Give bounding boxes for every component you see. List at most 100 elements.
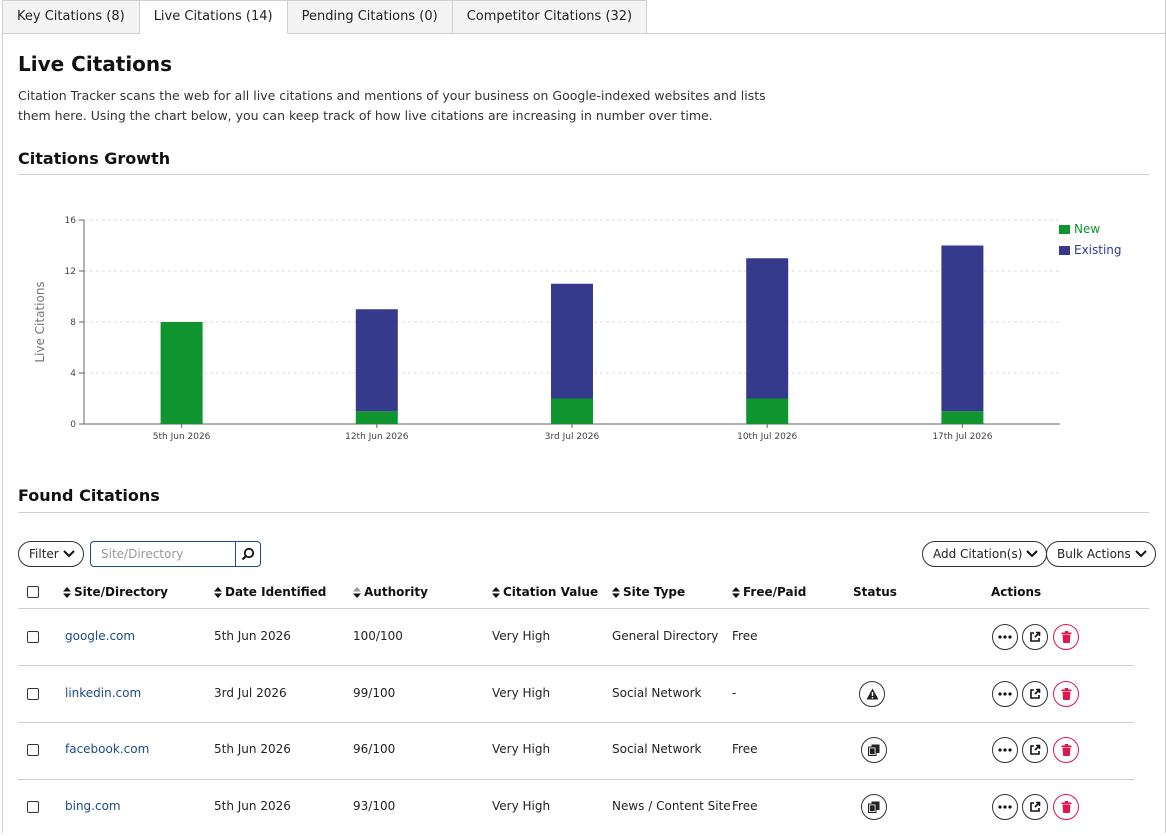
more-options-button[interactable] (992, 737, 1018, 763)
date-identified: 5th Jun 2026 (214, 799, 291, 813)
sort-icon (612, 586, 620, 598)
sort-icon (214, 586, 222, 598)
status-copy[interactable] (861, 737, 887, 763)
legend-new-label: New (1074, 222, 1101, 236)
open-external-button[interactable] (1022, 794, 1048, 820)
select-all-checkbox[interactable] (27, 586, 39, 598)
citation-value: Very High (492, 742, 551, 756)
site-link[interactable]: bing.com (65, 799, 121, 813)
row-checkbox[interactable] (27, 688, 39, 700)
legend-new-swatch (1059, 225, 1070, 234)
header-authority[interactable]: Authority (353, 585, 428, 599)
header-free-paid[interactable]: Free/Paid (732, 585, 806, 599)
page-description: Citation Tracker scans the web for all l… (18, 88, 766, 123)
open-external-button[interactable] (1022, 624, 1048, 650)
table-header: Site/Directory Date Identified Authority… (18, 580, 1149, 609)
external-link-icon (1030, 688, 1041, 699)
chevron-down-icon (1026, 550, 1039, 558)
y-tick-label: 8 (70, 318, 76, 328)
citations-growth-chart: 0 4 8 12 16 Live Citations 5th Jun 2026 12th Ju… (33, 216, 1060, 442)
search-button[interactable] (235, 541, 261, 567)
trash-icon (1061, 801, 1071, 813)
header-citation-value-label: Citation Value (503, 585, 599, 599)
status-warning[interactable] (859, 681, 885, 707)
legend-existing: Existing (1059, 243, 1122, 257)
header-authority-label: Authority (364, 585, 428, 599)
site-link[interactable]: google.com (65, 629, 136, 643)
header-site-type-label: Site Type (623, 585, 686, 599)
authority: 96/100 (353, 742, 396, 756)
tab-pending-citations[interactable]: Pending Citations (0) (287, 0, 453, 34)
row-checkbox[interactable] (27, 801, 39, 813)
delete-button[interactable] (1053, 681, 1079, 707)
free-paid: Free (732, 799, 758, 813)
found-divider (18, 512, 1149, 513)
date-identified: 5th Jun 2026 (214, 629, 291, 643)
open-external-button[interactable] (1022, 737, 1048, 763)
sort-icon (63, 586, 71, 598)
header-free-paid-label: Free/Paid (743, 585, 807, 599)
x-tick-label: 10th Jul 2026 (737, 432, 797, 442)
header-citation-value[interactable]: Citation Value (492, 585, 598, 599)
more-options-button[interactable] (992, 681, 1018, 707)
date-identified: 3rd Jul 2026 (214, 686, 287, 700)
site-type: Social Network (612, 686, 702, 700)
site-link[interactable]: facebook.com (65, 742, 150, 756)
x-tick-label: 5th Jun 2026 (153, 432, 211, 442)
bar-new (941, 411, 984, 424)
tab-key-citations[interactable]: Key Citations (8) (2, 0, 140, 34)
site-directory-search-input[interactable] (90, 541, 236, 567)
free-paid: Free (732, 742, 758, 756)
table-row: facebook.com 5th Jun 2026 96/100 Very Hi… (18, 723, 1134, 780)
open-external-button[interactable] (1022, 681, 1048, 707)
legend-existing-label: Existing (1074, 243, 1122, 257)
bulk-actions-label: Bulk Actions (1057, 547, 1131, 561)
delete-button[interactable] (1053, 737, 1079, 763)
tab-live-citations[interactable]: Live Citations (14) (139, 0, 288, 34)
copy-icon (868, 801, 880, 813)
y-tick-label: 16 (65, 216, 77, 226)
citations-growth-heading: Citations Growth (18, 149, 171, 168)
row-checkbox[interactable] (27, 744, 39, 756)
bulk-actions-button[interactable]: Bulk Actions (1046, 541, 1156, 567)
sort-icon (732, 586, 740, 598)
bar-existing (746, 258, 789, 399)
date-identified: 5th Jun 2026 (214, 742, 291, 756)
header-date[interactable]: Date Identified (214, 585, 326, 599)
more-options-button[interactable] (992, 794, 1018, 820)
citation-value: Very High (492, 686, 551, 700)
status-copy[interactable] (861, 794, 887, 820)
citation-value: Very High (492, 799, 551, 813)
ellipsis-icon (998, 748, 1012, 752)
trash-icon (1061, 631, 1071, 643)
growth-divider (18, 174, 1149, 175)
table-row: linkedin.com 3rd Jul 2026 99/100 Very Hi… (18, 666, 1134, 723)
site-type: Social Network (612, 742, 702, 756)
ellipsis-icon (998, 635, 1012, 639)
trash-icon (1061, 744, 1071, 756)
warning-icon (866, 688, 878, 700)
external-link-icon (1030, 744, 1041, 755)
authority: 99/100 (353, 686, 396, 700)
header-status-label: Status (853, 585, 897, 599)
tab-competitor-citations[interactable]: Competitor Citations (32) (452, 0, 648, 34)
legend-existing-swatch (1059, 246, 1070, 255)
found-citations-heading: Found Citations (18, 486, 160, 505)
more-options-button[interactable] (992, 624, 1018, 650)
header-site-type[interactable]: Site Type (612, 585, 685, 599)
delete-button[interactable] (1053, 624, 1079, 650)
delete-button[interactable] (1053, 794, 1079, 820)
filter-button[interactable]: Filter (18, 541, 84, 567)
add-citations-label: Add Citation(s) (933, 547, 1023, 561)
filter-label: Filter (29, 547, 59, 561)
table-row: bing.com 5th Jun 2026 93/100 Very High N… (18, 779, 1134, 836)
citation-value: Very High (492, 629, 551, 643)
tab-bar: Key Citations (8) Live Citations (14) Pe… (2, 0, 648, 34)
x-tick-label: 3rd Jul 2026 (545, 432, 600, 442)
site-link[interactable]: linkedin.com (65, 686, 142, 700)
y-tick-label: 4 (70, 369, 76, 379)
add-citations-button[interactable]: Add Citation(s) (922, 541, 1048, 567)
header-site[interactable]: Site/Directory (63, 585, 168, 599)
row-checkbox[interactable] (27, 631, 39, 643)
authority: 100/100 (353, 629, 403, 643)
